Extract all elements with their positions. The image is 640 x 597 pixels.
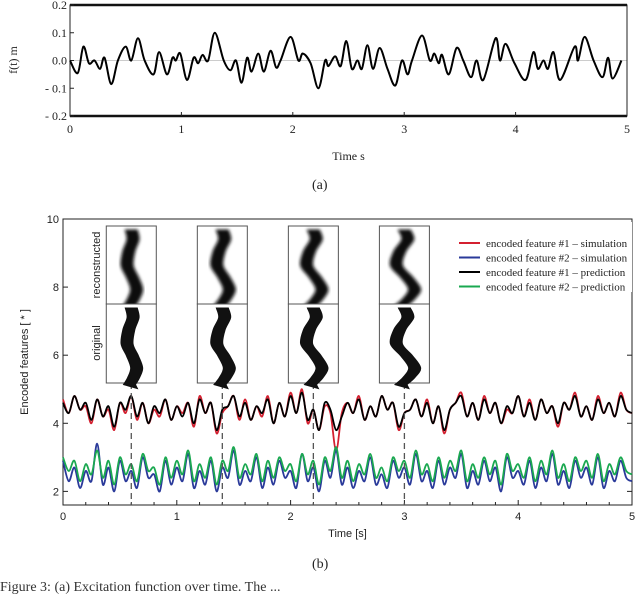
x-tick-label-a: 1: [178, 122, 184, 136]
y-axis-label-b: Encoded features [ * ]: [19, 309, 31, 415]
x-tick-label-b: 5: [629, 511, 635, 523]
x-axis-label-b: Time [s]: [328, 528, 367, 540]
y-tick-label-a: 0.1: [52, 26, 67, 40]
x-tick-label-a: 2: [290, 122, 296, 136]
y-tick-label-b: 10: [47, 214, 59, 226]
legend-box: [452, 222, 632, 292]
caption-a: (a): [312, 178, 328, 193]
x-tick-label-a: 0: [67, 122, 73, 136]
y-tick-label-b: 6: [53, 350, 59, 362]
series-line-feature2-simulation: [62, 442, 633, 493]
y-tick-label-a: - 0.1: [45, 81, 67, 95]
original-shape-image: [210, 307, 236, 390]
x-tick-label-b: 3: [401, 511, 407, 523]
inset-label-original: original: [91, 325, 103, 360]
legend-label: encoded feature #1 – simulation: [486, 238, 628, 250]
legend-label: encoded feature #1 – prediction: [486, 267, 626, 279]
y-tick-label-b: 2: [53, 486, 59, 498]
plot-frame-b: [62, 218, 633, 506]
original-shape-image: [299, 307, 329, 390]
y-tick-label-b: 8: [53, 282, 59, 294]
legend-label: encoded feature #2 – prediction: [486, 282, 626, 294]
series-line-f-t: [69, 31, 623, 90]
series-line-feature1-simulation: [62, 388, 633, 452]
y-tick-label-a: 0.2: [52, 0, 67, 12]
y-tick-label-b: 4: [53, 418, 59, 430]
x-tick-label-a: 4: [513, 122, 519, 136]
caption-b: (b): [312, 557, 329, 572]
series-line-feature2-prediction: [62, 446, 633, 486]
x-tick-label-b: 0: [60, 511, 66, 523]
y-tick-label-a: - 0.2: [45, 109, 67, 123]
figure-caption: Figure 3: (a) Excitation function over t…: [0, 580, 281, 595]
x-axis-label-a: Time s: [332, 149, 365, 163]
y-tick-label-a: 0.0: [52, 54, 67, 68]
series-line-feature1-prediction: [62, 391, 633, 431]
inset-label-reconstructed: reconstructed: [91, 232, 103, 299]
x-tick-label-b: 4: [515, 511, 521, 523]
y-axis-label-a: f(t) m: [6, 46, 20, 74]
x-tick-label-b: 2: [288, 511, 294, 523]
legend-label: encoded feature #2 – simulation: [486, 253, 628, 265]
original-shape-image: [120, 307, 144, 390]
original-shape-image: [389, 307, 422, 390]
x-tick-label-b: 1: [174, 511, 180, 523]
x-tick-label-a: 5: [624, 122, 630, 136]
x-tick-label-a: 3: [401, 122, 407, 136]
